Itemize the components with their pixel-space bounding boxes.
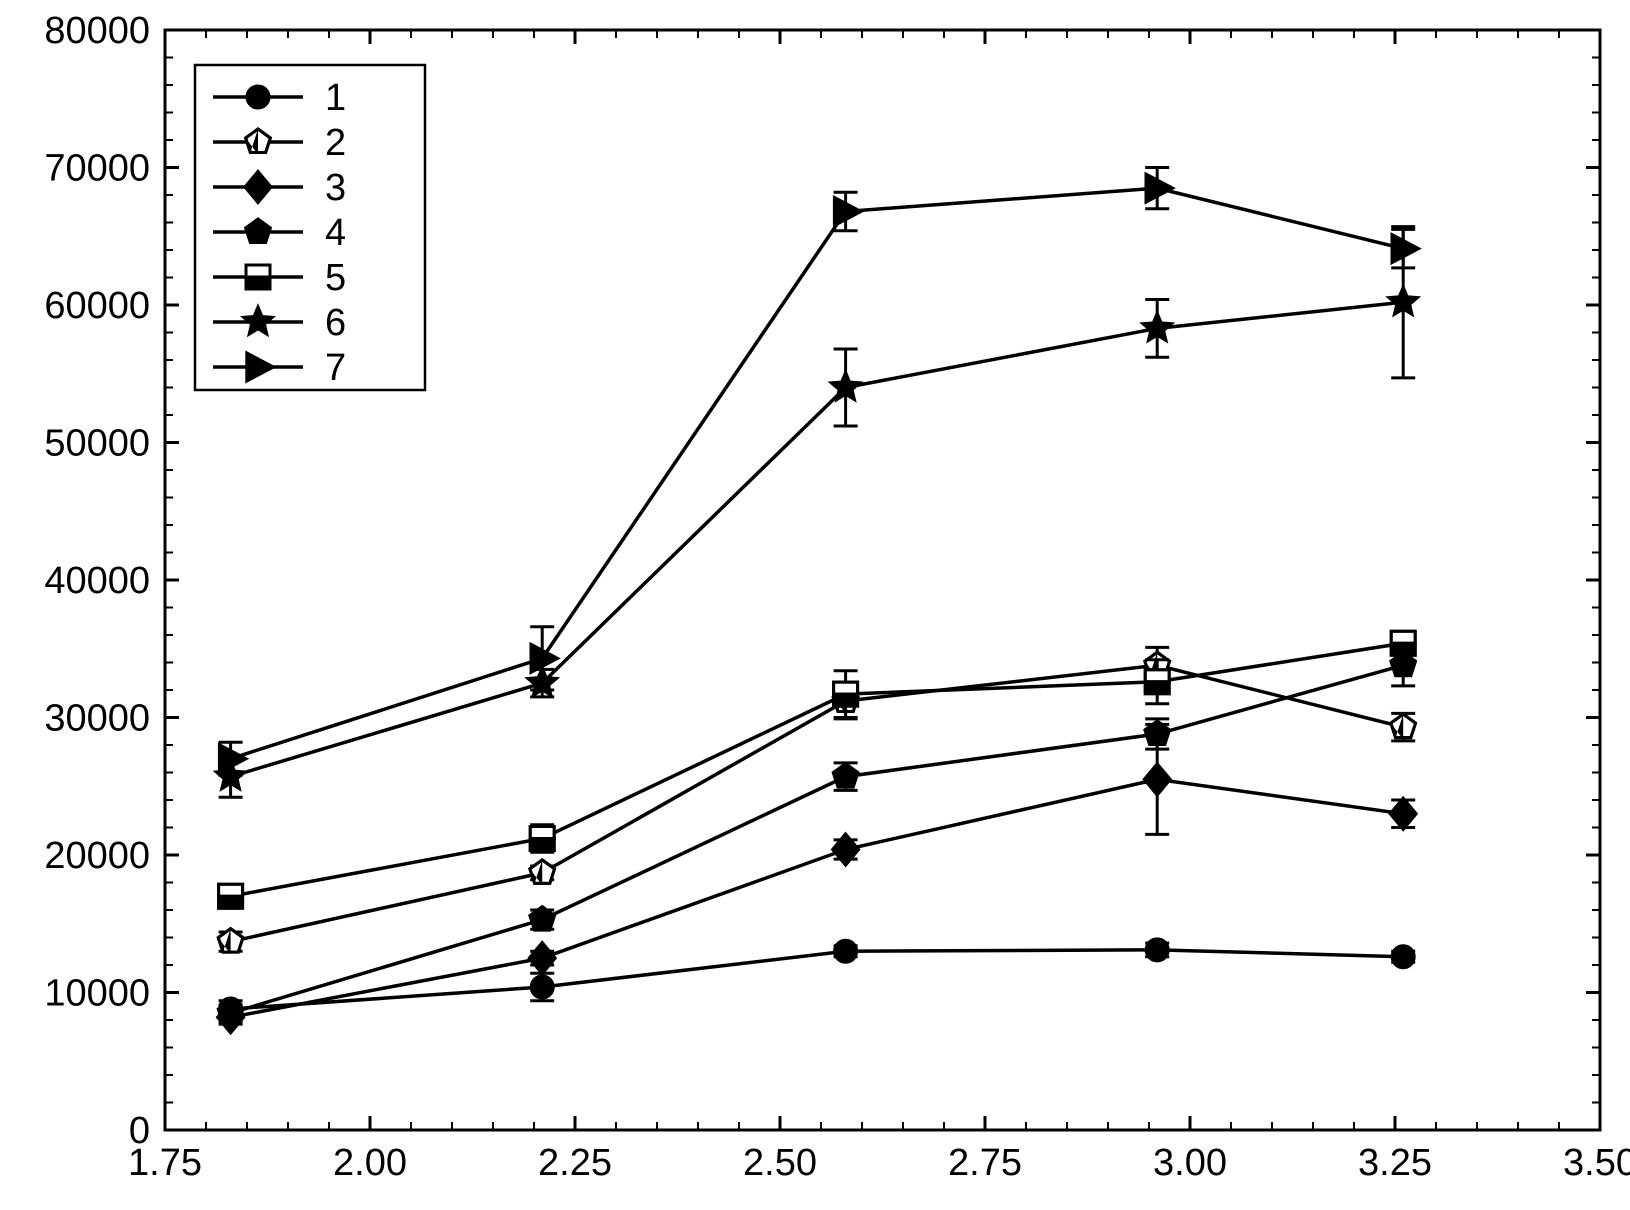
legend-label-3: 3 — [325, 167, 346, 209]
legend-label-6: 6 — [325, 302, 346, 344]
legend-label-7: 7 — [325, 347, 346, 389]
x-tick-label: 3.25 — [1358, 1142, 1432, 1184]
x-tick-label: 2.00 — [333, 1142, 407, 1184]
series-2 — [218, 647, 1415, 954]
legend: 1234567 — [195, 65, 425, 390]
legend-label-1: 1 — [325, 77, 346, 119]
series-1 — [219, 939, 1416, 1020]
y-tick-label: 80000 — [44, 10, 150, 52]
x-tick-label: 3.50 — [1563, 1142, 1630, 1184]
series-5 — [219, 631, 1416, 908]
y-tick-label: 60000 — [44, 285, 150, 327]
y-tick-label: 30000 — [44, 698, 150, 740]
line-chart: 1.752.002.252.502.753.003.253.5001000020… — [0, 0, 1630, 1210]
x-tick-label: 2.50 — [743, 1142, 817, 1184]
y-tick-label: 0 — [129, 1110, 150, 1152]
y-tick-label: 50000 — [44, 423, 150, 465]
x-tick-label: 2.75 — [948, 1142, 1022, 1184]
series-4 — [218, 645, 1415, 1024]
legend-label-5: 5 — [325, 257, 346, 299]
series-3 — [218, 724, 1417, 1032]
x-tick-label: 2.25 — [538, 1142, 612, 1184]
legend-label-2: 2 — [325, 122, 346, 164]
legend-label-4: 4 — [325, 212, 346, 254]
y-tick-label: 20000 — [44, 835, 150, 877]
y-tick-label: 70000 — [44, 148, 150, 190]
x-tick-label: 3.00 — [1153, 1142, 1227, 1184]
y-tick-label: 40000 — [44, 560, 150, 602]
y-tick-label: 10000 — [44, 973, 150, 1015]
